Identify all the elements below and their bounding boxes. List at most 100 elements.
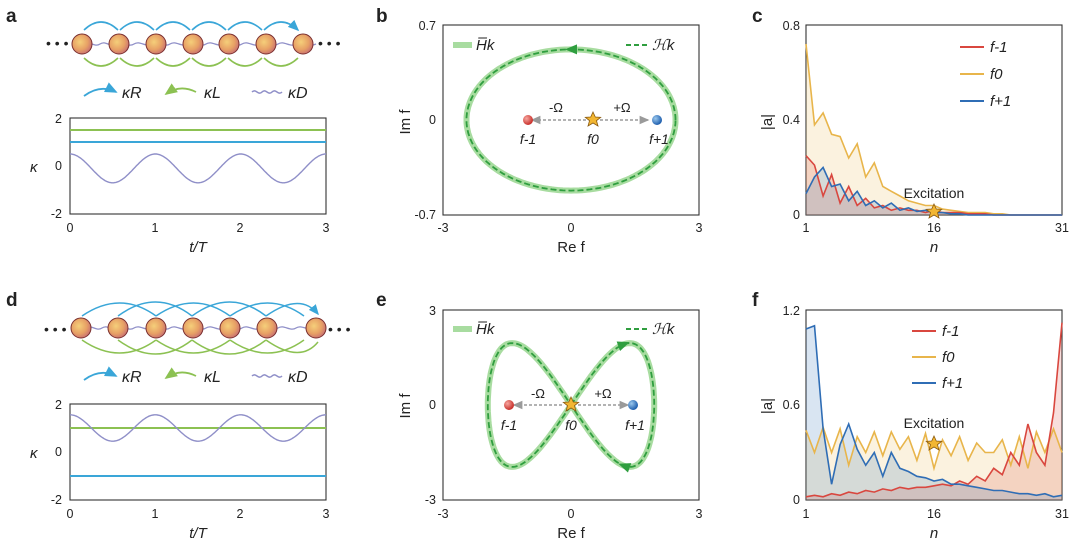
xlabel-a: t/T bbox=[189, 239, 208, 256]
ylabel-b: Im f bbox=[397, 109, 414, 135]
xtick-d-0: 0 bbox=[67, 507, 74, 521]
ylabel-a: κ bbox=[30, 159, 39, 176]
xtick-f-2: 31 bbox=[1055, 507, 1069, 521]
legend-b: H̅k ℋk bbox=[453, 37, 676, 54]
xlabel-e: Re f bbox=[557, 525, 585, 542]
xtick-c-1: 16 bbox=[927, 221, 941, 235]
xtick-e-0: -3 bbox=[437, 507, 448, 521]
xtick-a-3: 3 bbox=[323, 221, 330, 235]
panel-c: c f-1 f0 f+1 Excitation 0.8 0.4 0 1 16 3… bbox=[752, 6, 1069, 256]
resonator-balls bbox=[71, 33, 314, 55]
chain-ellipsis-left-d: • • • bbox=[44, 321, 67, 337]
loop-direction-arrow-left bbox=[618, 463, 632, 473]
xtick-e-2: 3 bbox=[696, 507, 703, 521]
xtick-a-0: 0 bbox=[67, 221, 74, 235]
kappa-l-legend-label-d: κL bbox=[204, 369, 221, 386]
ytick-d-1: 0 bbox=[55, 445, 62, 459]
excitation-label-c: Excitation bbox=[904, 185, 965, 201]
kappa-d-legend-label-d: κD bbox=[288, 369, 308, 386]
plot-frame-e bbox=[442, 309, 700, 501]
label-f-plus1-e: f+1 bbox=[625, 417, 645, 433]
star-f0-e bbox=[562, 396, 580, 412]
area-f0 bbox=[806, 44, 1062, 215]
ytick-f-2: 0 bbox=[793, 493, 800, 507]
kappa-curves-a bbox=[70, 129, 326, 184]
label-f0-b: f0 bbox=[587, 131, 599, 147]
ytick-d-2: -2 bbox=[51, 493, 62, 507]
xlabel-f: n bbox=[930, 525, 938, 542]
plot-frame-b bbox=[442, 24, 700, 216]
panel-letter-e: e bbox=[376, 290, 387, 311]
area-f0 bbox=[806, 427, 1062, 500]
kappa-l-legend-arrow bbox=[164, 83, 197, 96]
kappa-l-legend-arrow-d bbox=[164, 367, 197, 380]
point-f-minus1-b bbox=[523, 115, 533, 125]
panel-letter-b: b bbox=[376, 6, 388, 27]
legend-b-hbar: H̅k bbox=[476, 37, 496, 54]
kappa-r-legend-arrow-d bbox=[83, 366, 118, 381]
xtick-d-3: 3 bbox=[323, 507, 330, 521]
xtick-b-1: 0 bbox=[568, 221, 575, 235]
xtick-f-0: 1 bbox=[803, 507, 810, 521]
xlabel-d: t/T bbox=[189, 525, 208, 542]
ylabel-c: |a| bbox=[759, 114, 776, 130]
panel-letter-c: c bbox=[752, 6, 763, 27]
chain-diagram-a: • • • • • • κR κL κD bbox=[46, 22, 341, 102]
kappa-l-arcs bbox=[83, 57, 299, 67]
ytick-b-2: -0.7 bbox=[414, 208, 436, 222]
legend-f-f0: f0 bbox=[942, 349, 955, 366]
ytick-c-2: 0 bbox=[793, 208, 800, 222]
area-f-1 bbox=[806, 322, 1062, 500]
star-f0-b bbox=[584, 111, 602, 127]
ytick-d-0: 2 bbox=[55, 398, 62, 412]
chain-legend-a: κR κL κD bbox=[83, 82, 308, 102]
chain-ellipsis-right: • • • bbox=[318, 35, 341, 51]
label-minus-omega-e: -Ω bbox=[531, 386, 545, 401]
kappa-line-2 bbox=[70, 414, 326, 442]
chain-ellipsis-right-d: • • • bbox=[328, 321, 351, 337]
excitation-star-f bbox=[925, 435, 943, 451]
plot-frame-a bbox=[69, 117, 327, 215]
point-f-minus1-e bbox=[504, 400, 514, 410]
chain-diagram-d: • • • • • • κR κL κD bbox=[44, 301, 351, 386]
legend-f: f-1 f0 f+1 bbox=[912, 323, 963, 392]
ytick-c-0: 0.8 bbox=[783, 19, 800, 33]
label-f-minus1-e: f-1 bbox=[501, 417, 517, 433]
legend-c: f-1 f0 f+1 bbox=[960, 39, 1011, 110]
ytick-e-2: -3 bbox=[425, 493, 436, 507]
ytick-e-1: 0 bbox=[429, 398, 436, 412]
label-f-plus1-b: f+1 bbox=[649, 131, 669, 147]
xlabel-c: n bbox=[930, 239, 938, 256]
panel-b: b H̅k ℋk -Ω +Ω f-1 f0 f+1 0.7 0 -0.7 -3 … bbox=[376, 6, 703, 256]
ytick-c-1: 0.4 bbox=[783, 113, 800, 127]
point-f-plus1-b bbox=[652, 115, 662, 125]
panel-letter-a: a bbox=[6, 6, 17, 27]
xtick-c-0: 1 bbox=[803, 221, 810, 235]
plot-frame-f bbox=[805, 309, 1063, 501]
legend-c-f-minus1: f-1 bbox=[990, 39, 1008, 56]
xtick-d-1: 1 bbox=[152, 507, 159, 521]
line-f+1 bbox=[805, 324, 1063, 498]
loop-direction-arrow bbox=[565, 44, 577, 55]
excitation-label-f: Excitation bbox=[904, 415, 965, 431]
ytick-f-1: 0.6 bbox=[783, 398, 800, 412]
legend-b-h: ℋk bbox=[652, 37, 676, 54]
kappa-d-legend-wave-d bbox=[251, 374, 283, 378]
panel-d: d • • • • • • κR κL κD bbox=[6, 290, 351, 542]
ytick-a-2: -2 bbox=[51, 207, 62, 221]
kappa-l-arcs-d bbox=[81, 339, 319, 355]
line-f0 bbox=[805, 424, 1063, 472]
ylabel-f: |a| bbox=[759, 398, 776, 414]
line-f-1 bbox=[805, 322, 1063, 498]
xtick-d-2: 2 bbox=[237, 507, 244, 521]
label-f0-e: f0 bbox=[565, 417, 577, 433]
plot-frame-d bbox=[69, 403, 327, 501]
xtick-a-2: 2 bbox=[237, 221, 244, 235]
label-minus-omega-b: -Ω bbox=[549, 100, 563, 115]
legend-e-h: ℋk bbox=[652, 321, 676, 338]
panel-letter-d: d bbox=[6, 290, 18, 311]
xtick-a-1: 1 bbox=[152, 221, 159, 235]
kappa-r-legend-label-d: κR bbox=[122, 369, 142, 386]
kappa-plot-a: 2 0 -2 0 1 2 3 κ t/T bbox=[30, 112, 330, 256]
